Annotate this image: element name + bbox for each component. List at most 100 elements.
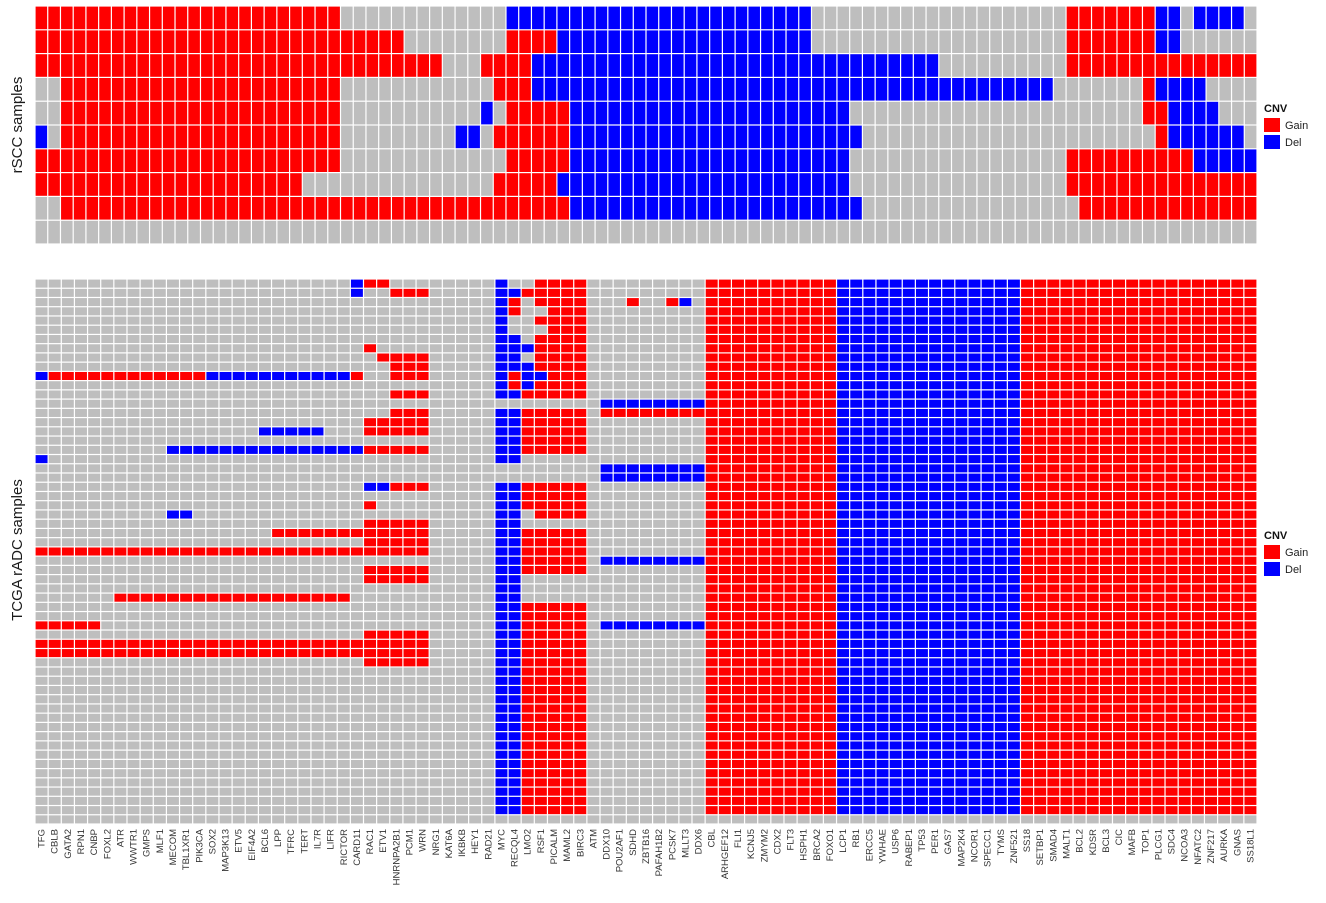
- heatmap-cell: [1152, 381, 1165, 390]
- heatmap-cell: [548, 473, 560, 482]
- heatmap-cell: [1191, 621, 1204, 630]
- heatmap-cell: [653, 445, 666, 454]
- heatmap-cell: [929, 529, 942, 538]
- heatmap-cell: [640, 538, 652, 547]
- heatmap-cell: [1099, 667, 1112, 676]
- heatmap-cell: [519, 6, 531, 30]
- heatmap-cell: [902, 381, 915, 390]
- heatmap-cell: [1219, 220, 1231, 244]
- heatmap-cell: [1244, 584, 1257, 593]
- heatmap-cell: [127, 556, 140, 565]
- heatmap-cell: [1113, 612, 1125, 621]
- heatmap-cell: [915, 658, 928, 667]
- heatmap-cell: [219, 316, 232, 325]
- heatmap-cell: [889, 519, 902, 528]
- heatmap-cell: [1152, 298, 1165, 307]
- heatmap-cell: [876, 602, 889, 611]
- heatmap-cell: [850, 344, 863, 353]
- heatmap-cell: [298, 279, 311, 288]
- heatmap-cell: [942, 279, 955, 288]
- heatmap-cell: [75, 510, 87, 519]
- heatmap-cell: [761, 6, 773, 30]
- heatmap-cell: [495, 612, 508, 621]
- heatmap-cell: [1218, 482, 1231, 491]
- heatmap-cell: [684, 6, 697, 30]
- heatmap-cell: [570, 220, 582, 244]
- heatmap-cell: [403, 362, 416, 371]
- heatmap-cell: [88, 381, 101, 390]
- heatmap-cell: [1165, 547, 1178, 556]
- heatmap-cell: [193, 381, 206, 390]
- heatmap-cell: [587, 298, 600, 307]
- heatmap-cell: [1178, 630, 1191, 639]
- heatmap-cell: [366, 101, 379, 125]
- heatmap-cell: [1073, 492, 1086, 501]
- heatmap-cell: [913, 6, 926, 30]
- heatmap-cell: [277, 197, 289, 220]
- heatmap-cell: [797, 649, 810, 658]
- heatmap-cell: [180, 593, 193, 602]
- heatmap-cell: [722, 6, 735, 30]
- heatmap-cell: [153, 362, 166, 371]
- heatmap-cell: [786, 125, 799, 149]
- heatmap-cell: [403, 565, 416, 574]
- heatmap-cell: [232, 667, 245, 676]
- heatmap-cell: [850, 288, 863, 297]
- heatmap-cell: [272, 279, 285, 288]
- heatmap-cell: [1092, 54, 1104, 77]
- heatmap-cell: [429, 501, 442, 510]
- heatmap-cell: [495, 362, 508, 371]
- heatmap-cell: [929, 621, 942, 630]
- heatmap-cell: [955, 362, 968, 371]
- heatmap-cell: [876, 575, 889, 584]
- heatmap-cell: [364, 288, 377, 297]
- heatmap-cell: [837, 316, 850, 325]
- heatmap-cell: [705, 455, 718, 464]
- heatmap-cell: [850, 298, 863, 307]
- heatmap-cell: [495, 676, 508, 685]
- heatmap-cell: [1060, 371, 1073, 381]
- heatmap-cell: [508, 482, 521, 491]
- heatmap-cell: [902, 362, 915, 371]
- heatmap-cell: [86, 101, 99, 125]
- heatmap-cell: [1205, 464, 1217, 473]
- heatmap-cell: [403, 298, 416, 307]
- heatmap-cell: [745, 667, 758, 676]
- heatmap-cell: [666, 316, 679, 325]
- heatmap-cell: [311, 436, 324, 445]
- heatmap-cell: [341, 173, 353, 196]
- heatmap-cell: [548, 362, 560, 371]
- heatmap-cell: [758, 381, 771, 390]
- heatmap-cell: [799, 220, 811, 244]
- heatmap-cell: [705, 371, 718, 381]
- heatmap-cell: [902, 473, 915, 482]
- heatmap-cell: [929, 667, 942, 676]
- heatmap-cell: [350, 492, 363, 501]
- heatmap-cell: [771, 612, 784, 621]
- heatmap-cell: [1099, 492, 1112, 501]
- heatmap-cell: [1053, 173, 1066, 196]
- heatmap-cell: [1113, 529, 1125, 538]
- heatmap-cell: [1165, 630, 1178, 639]
- heatmap-cell: [35, 584, 48, 593]
- heatmap-cell: [353, 78, 366, 101]
- heatmap-cell: [745, 427, 758, 436]
- heatmap-cell: [929, 335, 942, 344]
- heatmap-cell: [732, 408, 744, 417]
- heatmap-cell: [127, 335, 140, 344]
- heatmap-cell: [1232, 149, 1244, 172]
- heatmap-cell: [824, 149, 837, 172]
- heatmap-cell: [252, 6, 264, 30]
- heatmap-cell: [188, 6, 200, 30]
- heatmap-cell: [544, 220, 557, 244]
- heatmap-cell: [1060, 353, 1073, 362]
- heatmap-cell: [915, 510, 928, 519]
- heatmap-cell: [519, 101, 531, 125]
- heatmap-cell: [1086, 510, 1099, 519]
- heatmap-cell: [1218, 602, 1231, 611]
- heatmap-cell: [994, 445, 1007, 454]
- heatmap-cell: [337, 538, 350, 547]
- heatmap-cell: [366, 220, 379, 244]
- heatmap-cell: [88, 288, 101, 297]
- heatmap-cell: [469, 427, 482, 436]
